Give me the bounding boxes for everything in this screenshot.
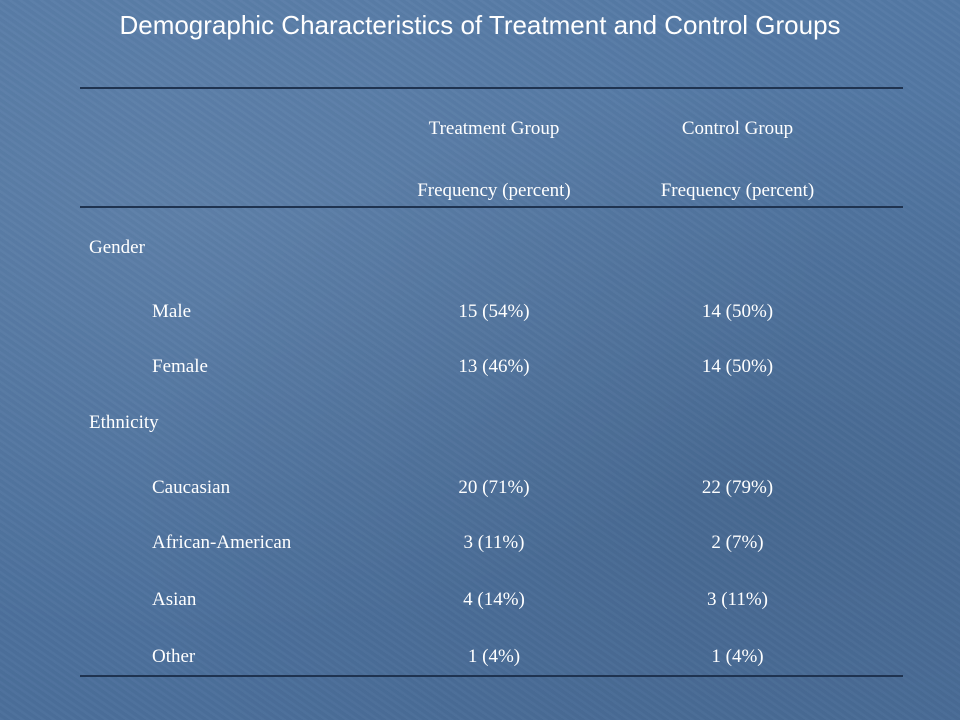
- slide-title: Demographic Characteristics of Treatment…: [119, 10, 841, 40]
- treatment-value: 15 (54%): [458, 301, 530, 322]
- header-control-group: Control Group: [681, 118, 794, 139]
- row-label: African-American: [152, 532, 292, 553]
- row-label: Other: [152, 646, 196, 667]
- control-value: 14 (50%): [701, 356, 774, 377]
- header-treatment-group: Treatment Group: [428, 118, 560, 139]
- treatment-value: 3 (11%): [463, 532, 525, 553]
- table-top-rule: [80, 87, 903, 89]
- control-value: 14 (50%): [701, 301, 774, 322]
- treatment-value: 1 (4%): [467, 646, 521, 667]
- header-control-frequency: Frequency (percent): [660, 180, 815, 201]
- control-value: 3 (11%): [706, 589, 769, 610]
- section-label-gender: Gender: [89, 237, 145, 258]
- control-value: 2 (7%): [711, 532, 764, 553]
- header-treatment-frequency: Frequency (percent): [417, 180, 571, 201]
- row-label: Female: [152, 356, 208, 377]
- control-value: 1 (4%): [711, 646, 764, 667]
- row-label: Caucasian: [152, 477, 231, 498]
- table-header-rule: [80, 206, 903, 208]
- table-bottom-rule: [80, 675, 903, 677]
- control-value: 22 (79%): [701, 477, 774, 498]
- treatment-value: 20 (71%): [458, 477, 530, 498]
- treatment-value: 13 (46%): [458, 356, 530, 377]
- treatment-value: 4 (14%): [463, 589, 525, 610]
- row-label: Male: [152, 301, 192, 322]
- section-label-ethnicity: Ethnicity: [89, 412, 159, 433]
- row-label: Asian: [152, 589, 197, 610]
